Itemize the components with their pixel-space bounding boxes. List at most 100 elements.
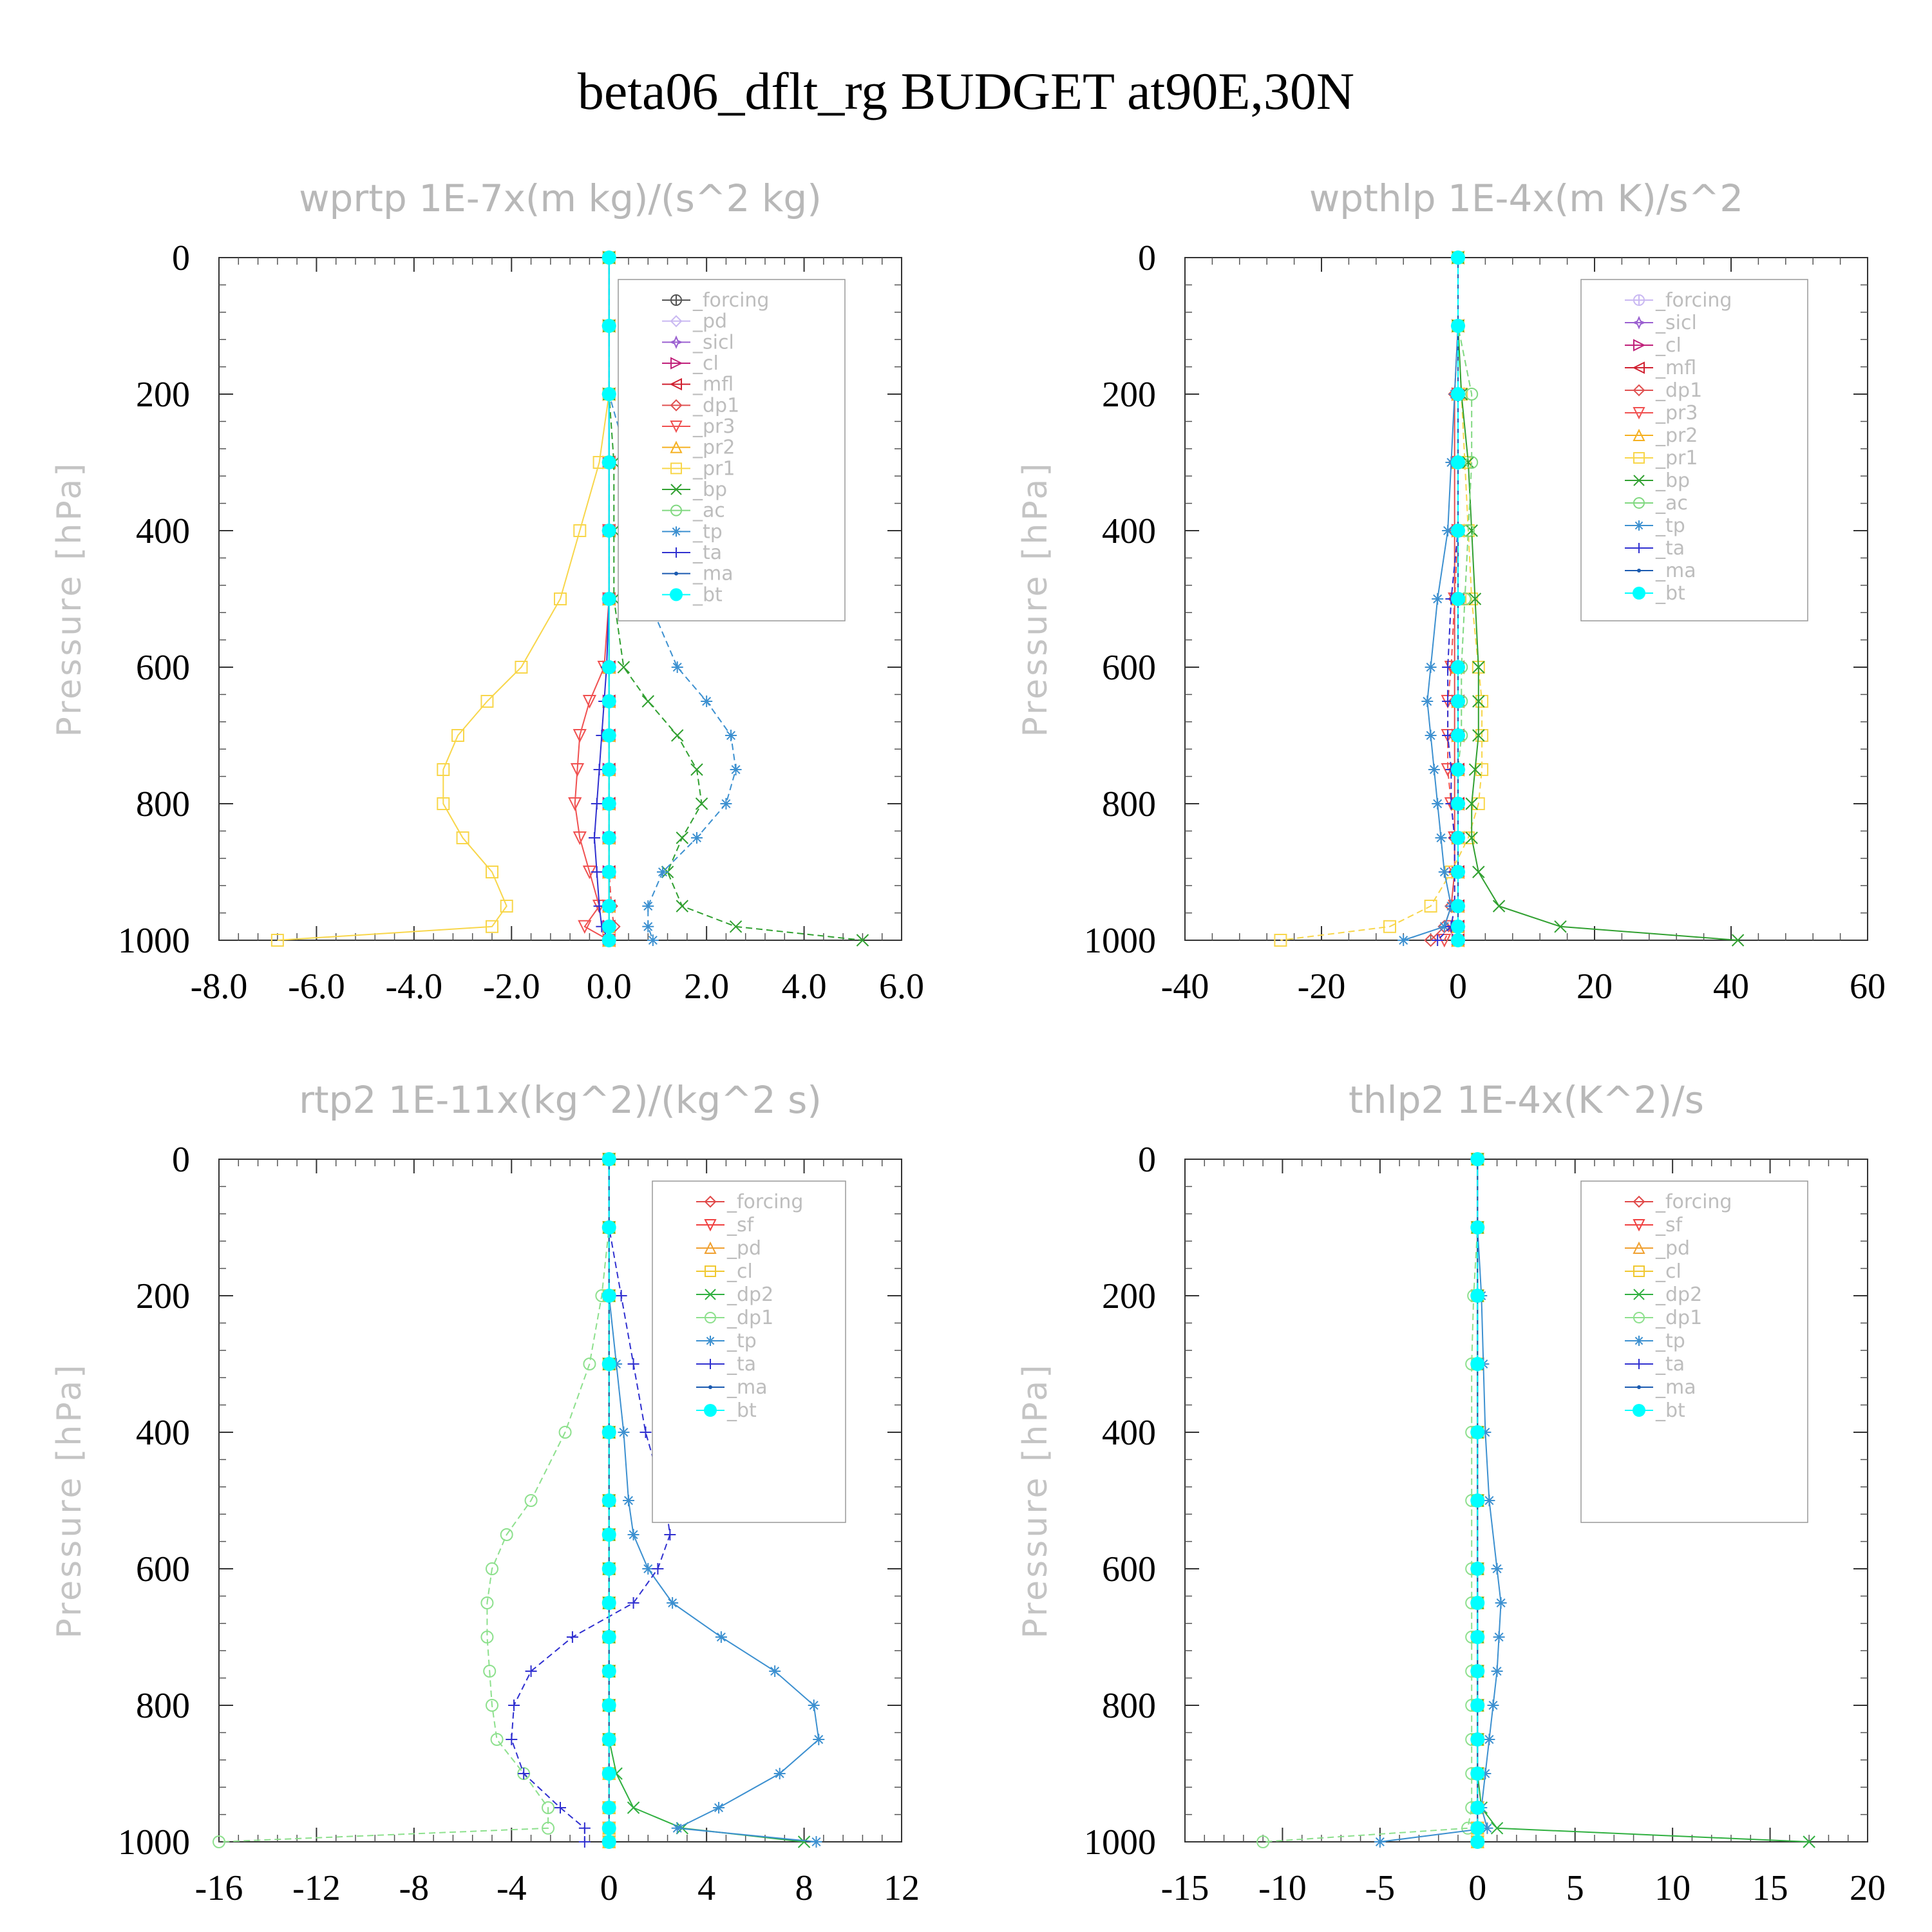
data-point [615,1290,627,1302]
data-point [1475,729,1489,742]
data-point [480,695,494,708]
data-point [578,1822,591,1834]
legend-entry: _bt [1655,1399,1685,1422]
data-point [508,1700,520,1711]
data-point [695,797,708,810]
series-line [511,1159,671,1842]
x-tick-label: 5 [1566,1868,1584,1908]
series-tp [1374,1153,1507,1848]
data-point [623,1495,634,1506]
legend-entry: _forcing [726,1191,803,1213]
legend-entry: _forcing [1655,289,1732,312]
legend-entry: _sicl [1655,312,1697,334]
data-point [1424,933,1438,947]
legend-entry: _dp1 [726,1307,773,1329]
data-point [1470,1425,1485,1439]
y-tick-label: 400 [136,511,190,551]
plot-frame [218,257,902,941]
y-tick-label: 800 [136,1686,190,1726]
data-point [1451,899,1465,913]
legend-entry: _pr2 [1655,424,1698,447]
data-point [1468,763,1482,776]
data-point [601,797,616,811]
data-point [506,1734,518,1745]
data-point [773,1768,786,1779]
legend-entry: _dp2 [726,1283,773,1306]
data-point [1274,934,1287,947]
data-point [1470,1493,1485,1508]
data-point [1432,934,1444,946]
data-point [1451,919,1465,934]
data-point [601,899,616,913]
data-point [1451,865,1465,879]
data-point [451,729,464,742]
data-point [601,592,616,606]
data-point [1451,694,1465,708]
data-point [601,1220,616,1235]
data-point [437,797,450,810]
data-point [1451,455,1465,469]
legend-entry: _cl [692,352,719,375]
data-point [1470,1289,1485,1303]
data-point [1483,1734,1495,1745]
data-point [601,1664,616,1678]
legend-entry: _ma [726,1376,768,1399]
legend-entry: _bt [692,583,723,606]
data-point [1428,764,1440,775]
data-point [601,728,616,743]
series-dp1 [1256,1153,1484,1848]
y-tick-label: 0 [172,1140,190,1180]
data-point [573,729,587,743]
x-tick-label: -12 [292,1868,341,1908]
x-tick-label: 0.0 [587,967,632,1007]
x-tick-label: 6.0 [879,967,924,1007]
legend-entry: _dp2 [1655,1283,1702,1306]
data-point [1432,593,1444,605]
legend-entry: _ac [1655,492,1688,515]
data-point [1479,1426,1492,1438]
y-axis-label: Pressure [hPa] [1016,1363,1055,1639]
legend-entry: _ma [692,563,734,585]
data-point [1554,920,1567,933]
legend-entry: _bp [692,478,727,501]
data-point [456,831,469,844]
x-tick-label: 4 [697,1868,715,1908]
x-tick-label: 12 [884,1868,920,1908]
data-point [701,696,713,707]
y-tick-label: 1000 [1084,1823,1156,1862]
legend-entry: _pr2 [692,437,735,459]
y-tick-label: 200 [1102,1276,1156,1316]
legend-entry: _pd [726,1237,761,1260]
data-point [1451,251,1465,265]
data-point [797,1835,811,1848]
data-point [1803,1835,1815,1848]
series-bt [1470,1152,1485,1849]
x-tick-label: -4.0 [386,967,443,1007]
data-point [573,524,587,537]
data-point [1470,1801,1485,1815]
legend: _forcing_sf_pd_cl_dp2_dp1_tp_ta_ma_bt [1580,1180,1808,1523]
y-tick-label: 1000 [118,1823,190,1862]
y-axis-label: Pressure [hPa] [50,461,89,737]
data-point [715,1631,727,1643]
y-tick-label: 200 [1102,375,1156,415]
panel-title: wprtp 1E-7x(m kg)/(s^2 kg) [299,176,822,220]
data-point [1451,319,1465,333]
data-point [652,1563,664,1575]
series-line [608,258,737,941]
data-point [1472,695,1485,708]
data-point [1465,797,1478,810]
data-point [1451,831,1465,845]
data-point [601,933,616,947]
data-point [573,831,587,846]
data-point [601,660,616,674]
data-point [1465,456,1479,469]
data-point [642,920,654,933]
x-tick-label: 0 [1468,1868,1486,1908]
x-tick-label: 40 [1713,967,1749,1007]
data-point [1470,1698,1485,1712]
data-point [691,832,703,844]
legend: _forcing_pd_sicl_cl_mfl_dp1_pr3_pr2_pr1_… [618,279,846,621]
data-point [566,1631,578,1643]
data-point [270,934,284,947]
